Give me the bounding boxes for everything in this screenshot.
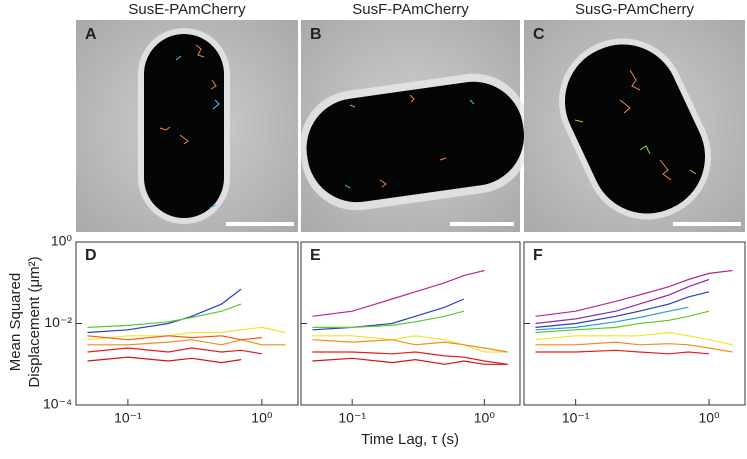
- image-b: [300, 20, 531, 232]
- panel-letter: B: [310, 26, 322, 43]
- data-line: [535, 278, 710, 325]
- plot-area: [301, 242, 520, 405]
- data-line: [87, 303, 242, 328]
- panel-letter: F: [533, 247, 543, 264]
- data-line: [87, 356, 242, 364]
- x-axis-label: Time Lag, τ (s): [361, 431, 459, 448]
- x-tick-label: 10⁻¹: [562, 410, 590, 426]
- x-tick-label: 10⁰: [251, 410, 273, 426]
- y-tick-label: 10⁰: [51, 233, 73, 249]
- data-line: [312, 351, 508, 365]
- panel-letter: D: [85, 247, 97, 264]
- panel-letter: A: [85, 26, 97, 43]
- data-line: [87, 335, 262, 341]
- data-line: [312, 357, 508, 365]
- y-tick-label: 10⁻⁴: [43, 396, 72, 412]
- panel-letter: C: [533, 26, 545, 43]
- data-line: [535, 341, 733, 353]
- image-title: SusF-PAmCherry: [352, 1, 469, 18]
- data-line: [535, 291, 710, 328]
- panel-letter: E: [310, 247, 321, 264]
- data-line: [312, 335, 508, 353]
- data-line: [535, 310, 710, 334]
- plot-area: [76, 242, 298, 405]
- x-tick-label: 10⁻¹: [338, 410, 366, 426]
- y-tick-label: 10⁻²: [44, 314, 72, 330]
- plot-area: [524, 242, 745, 405]
- data-line: [312, 269, 485, 317]
- data-line: [535, 269, 733, 317]
- data-line: [87, 347, 262, 355]
- y-axis-label: Displacement (μm²): [26, 256, 43, 387]
- data-line: [535, 331, 733, 346]
- x-tick-label: 10⁰: [474, 410, 496, 426]
- image-a: [76, 20, 298, 232]
- image-c: [524, 20, 745, 232]
- data-line: [535, 306, 689, 331]
- data-line: [312, 310, 465, 328]
- data-line: [312, 339, 508, 353]
- data-line: [87, 326, 286, 341]
- data-line: [535, 349, 710, 355]
- data-line: [87, 339, 286, 346]
- x-tick-label: 10⁰: [698, 410, 720, 426]
- image-title: SusG-PAmCherry: [575, 1, 694, 18]
- y-axis-label: Mean Squared: [7, 273, 24, 371]
- image-title: SusE-PAmCherry: [128, 1, 246, 18]
- x-tick-label: 10⁻¹: [114, 410, 142, 426]
